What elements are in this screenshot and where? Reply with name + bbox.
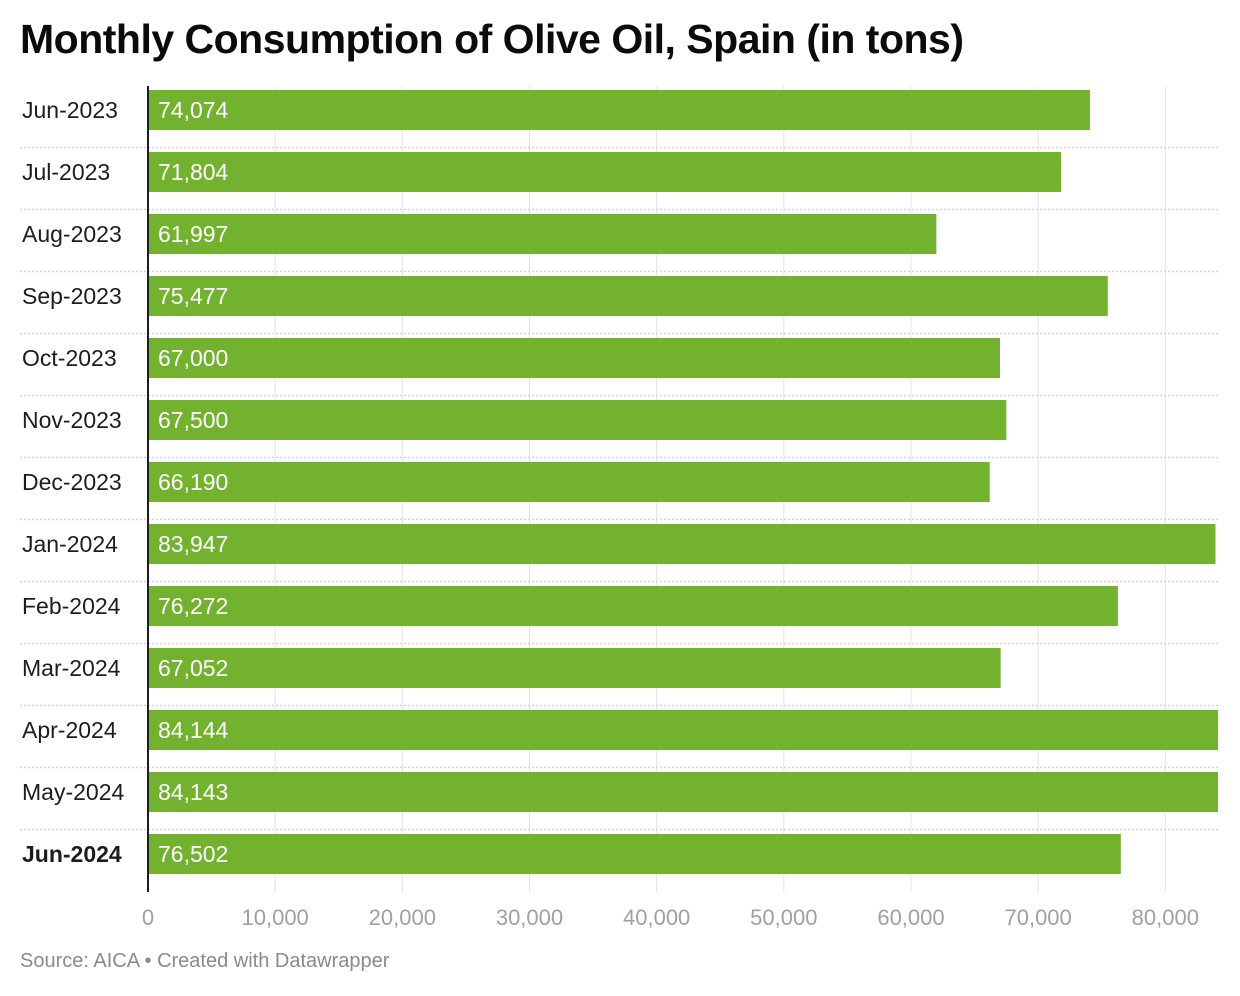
value-label: 75,477	[158, 283, 228, 309]
x-tick-label: 0	[142, 905, 154, 930]
bar	[148, 338, 1000, 378]
category-label: May-2024	[22, 779, 124, 805]
x-tick-label: 80,000	[1132, 905, 1199, 930]
bar	[148, 276, 1108, 316]
category-label: Feb-2024	[22, 593, 121, 619]
x-tick-label: 60,000	[877, 905, 944, 930]
bar	[148, 710, 1218, 750]
value-label: 67,500	[158, 407, 228, 433]
category-label: Jan-2024	[22, 531, 118, 557]
category-label: Jun-2024	[22, 841, 122, 867]
category-label: Sep-2023	[22, 283, 122, 309]
bar	[148, 772, 1218, 812]
bar	[148, 400, 1007, 440]
value-label: 83,947	[158, 531, 228, 557]
bar	[148, 524, 1216, 564]
bar	[148, 462, 990, 502]
category-label: Dec-2023	[22, 469, 122, 495]
value-label: 76,272	[158, 593, 228, 619]
value-label: 61,997	[158, 221, 228, 247]
value-label: 66,190	[158, 469, 228, 495]
value-label: 71,804	[158, 159, 229, 185]
bar	[148, 152, 1062, 192]
bars	[148, 90, 1218, 874]
value-label: 76,502	[158, 841, 228, 867]
x-tick-label: 50,000	[750, 905, 817, 930]
value-label: 74,074	[158, 97, 229, 123]
x-tick-label: 30,000	[496, 905, 563, 930]
x-tick-label: 10,000	[242, 905, 309, 930]
category-label: Oct-2023	[22, 345, 117, 371]
category-label: Jun-2023	[22, 97, 118, 123]
x-tick-label: 40,000	[623, 905, 690, 930]
value-labels: 74,074 71,804 61,997 75,477 67,000 67,500 66,1…	[158, 97, 229, 867]
category-label: Mar-2024	[22, 655, 121, 681]
category-label: Apr-2024	[22, 717, 117, 743]
value-label: 67,000	[158, 345, 228, 371]
bar	[148, 90, 1090, 130]
bar	[148, 648, 1001, 688]
x-tick-label: 70,000	[1004, 905, 1071, 930]
bar	[148, 214, 937, 254]
source-credit: Source: AICA • Created with Datawrapper	[20, 950, 390, 972]
category-label: Aug-2023	[22, 221, 122, 247]
bar	[148, 586, 1118, 626]
value-label: 84,144	[158, 717, 229, 743]
value-label: 67,052	[158, 655, 228, 681]
category-labels: Jun-2023 Jul-2023 Aug-2023 Sep-2023 Oct-2023…	[22, 97, 124, 867]
chart-title: Monthly Consumption of Olive Oil, Spain …	[20, 16, 964, 62]
category-label: Nov-2023	[22, 407, 122, 433]
category-label: Jul-2023	[22, 159, 110, 185]
bar	[148, 834, 1121, 874]
x-tick-label: 20,000	[369, 905, 436, 930]
x-axis-tick-labels: 0 10,000 20,000 30,000 40,000 50,000 60,000 70,…	[142, 905, 1199, 930]
value-label: 84,143	[158, 779, 228, 805]
